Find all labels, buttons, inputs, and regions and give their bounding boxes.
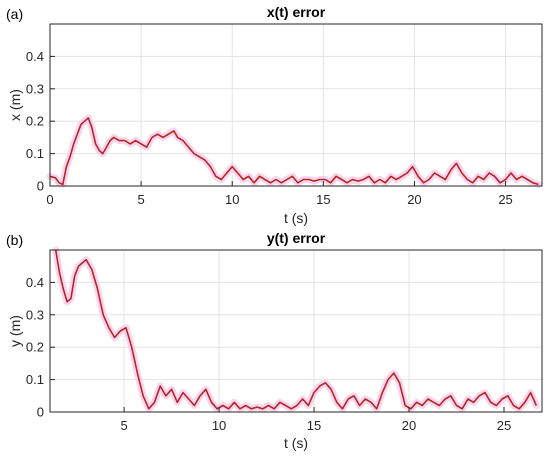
x-tick-label: 15 xyxy=(316,192,330,207)
panel-b: 5 10 15 20 25 0 0.1 0.2 0.3 0.4 y(t) error (b) t (s)… xyxy=(6,230,543,451)
x-tick-label: 10 xyxy=(225,192,239,207)
x-tick-label: 0 xyxy=(46,192,53,207)
axes-box xyxy=(49,23,543,187)
panel-label: (a) xyxy=(6,6,23,22)
y-tick-label: 0.1 xyxy=(26,372,44,387)
x-tick-label: 10 xyxy=(212,418,226,433)
y-axis-label: x (m) xyxy=(7,89,23,121)
x-tick-label: 15 xyxy=(307,418,321,433)
panel-label: (b) xyxy=(6,232,23,248)
plot-area xyxy=(50,24,542,186)
y-tick-label: 0.3 xyxy=(26,81,44,96)
x-tick-label: 5 xyxy=(120,418,127,433)
y-axis-label: y (m) xyxy=(7,315,23,347)
x-tick-label: 20 xyxy=(402,418,416,433)
x-tick-label: 20 xyxy=(407,192,421,207)
panel-a: 0 5 10 15 20 25 0 0.1 0.2 0.3 0.4 x(t) error (a) t (s… xyxy=(6,4,543,226)
y-tick-label: 0 xyxy=(37,179,44,194)
series-line xyxy=(54,249,538,410)
y-tick-label: 0 xyxy=(37,405,44,420)
series-line xyxy=(49,117,539,186)
y-tick-label: 0.2 xyxy=(26,114,44,129)
x-axis-label: t (s) xyxy=(284,210,308,226)
x-tick-label: 25 xyxy=(498,192,512,207)
chart-title: x(t) error xyxy=(267,4,326,20)
x-axis-label: t (s) xyxy=(284,435,308,451)
y-tick-label: 0.4 xyxy=(26,275,44,290)
chart-title: y(t) error xyxy=(267,230,326,246)
y-tick-label: 0.1 xyxy=(26,146,44,161)
plot-area xyxy=(50,250,542,412)
y-tick-label: 0.4 xyxy=(26,49,44,64)
x-tick-label: 5 xyxy=(137,192,144,207)
x-tick-label: 25 xyxy=(497,418,511,433)
y-tick-label: 0.3 xyxy=(26,307,44,322)
y-tick-label: 0.2 xyxy=(26,340,44,355)
axes-box xyxy=(49,249,543,413)
